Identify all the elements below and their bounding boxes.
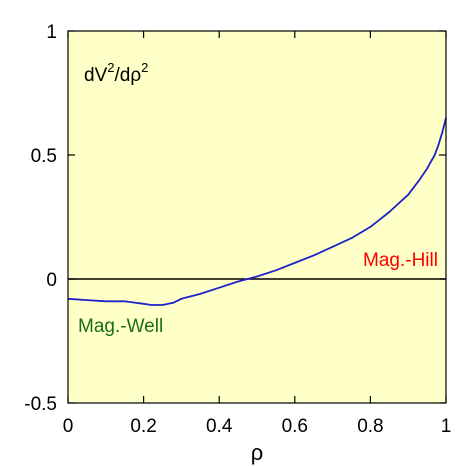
x-tick-label: 0.8: [357, 416, 383, 437]
x-tick-label: 0.6: [282, 416, 308, 437]
x-tick-label: 0: [63, 416, 74, 437]
y-tick-label: -0.5: [24, 394, 57, 415]
plot-area: [68, 31, 446, 403]
y-tick-label: 0.5: [31, 146, 57, 167]
annotation-mag-well: Mag.-Well: [78, 316, 163, 337]
x-axis-label: ρ: [251, 440, 264, 465]
x-tick-label: 1: [441, 416, 452, 437]
plot-frame: [67, 30, 447, 404]
series-line-0: [67, 117, 447, 306]
annotation-mag-hill: Mag.-Hill: [363, 250, 438, 271]
x-tick-label: 0.4: [206, 416, 233, 437]
x-tick-label: 0.2: [130, 416, 156, 437]
y-tick-label: 0: [46, 270, 57, 291]
chart-title: dV2/dρ2: [84, 60, 148, 86]
y-tick-label: 1: [46, 22, 57, 43]
